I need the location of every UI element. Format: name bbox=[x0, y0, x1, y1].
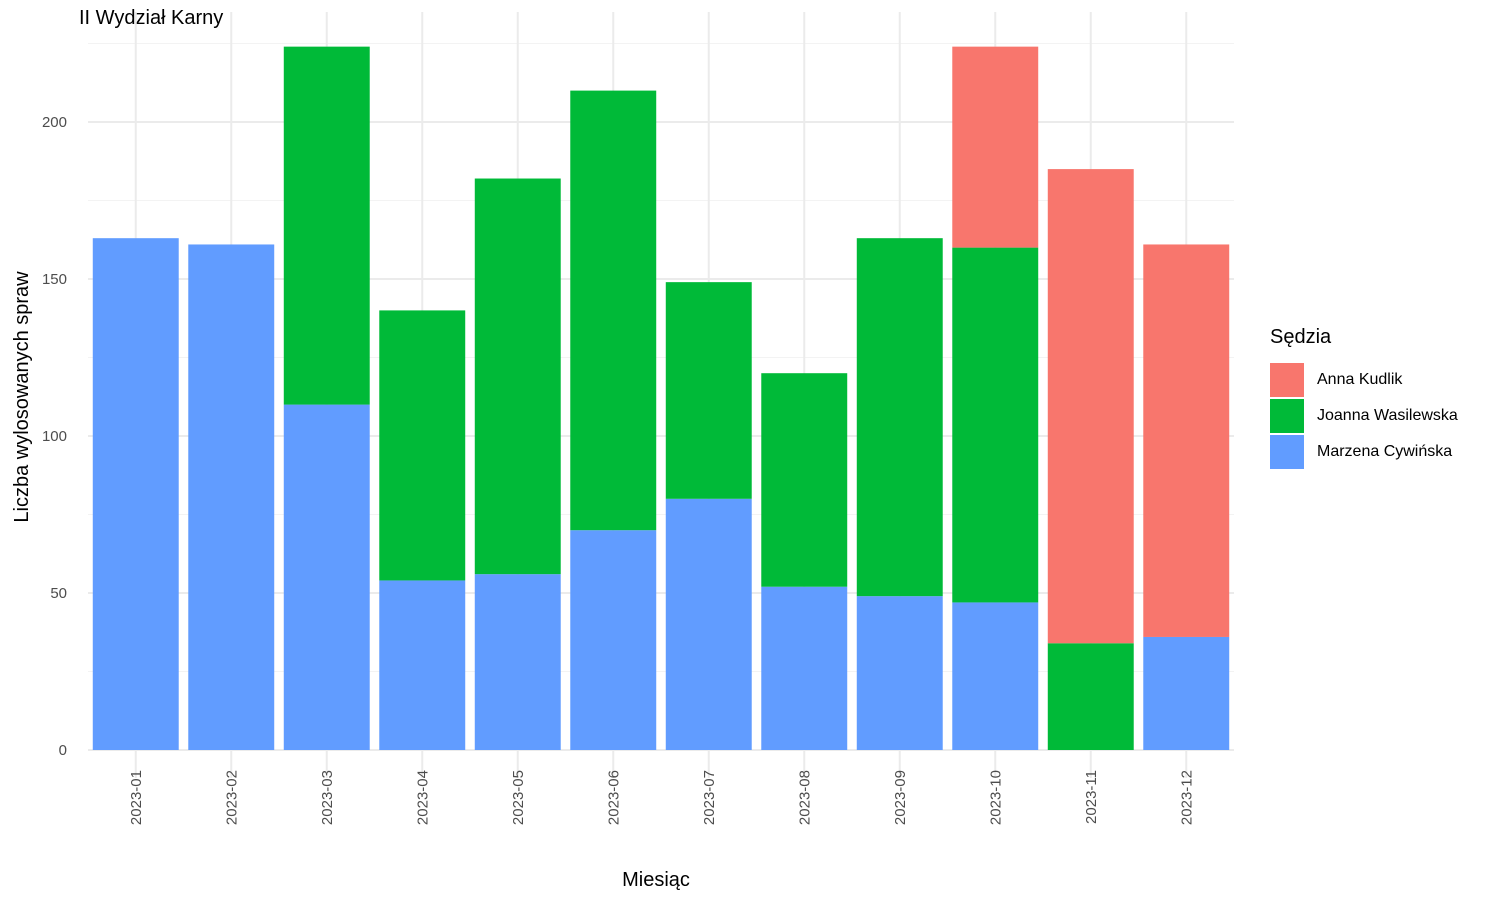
x-tick-label: 2023-11 bbox=[1083, 770, 1100, 824]
bar-2023-10-marzena-cywińska bbox=[952, 602, 1039, 750]
legend-item: Joanna Wasilewska bbox=[1270, 398, 1458, 434]
bar-2023-05-joanna-wasilewska bbox=[474, 178, 561, 575]
bar-2023-02-marzena-cywińska bbox=[188, 244, 275, 750]
bar-2023-10-joanna-wasilewska bbox=[952, 247, 1039, 603]
y-tick-label: 150 bbox=[42, 271, 67, 288]
bar-2023-06-joanna-wasilewska bbox=[570, 90, 657, 531]
bars bbox=[92, 46, 1230, 750]
bar-2023-11-anna-kudlik bbox=[1047, 169, 1134, 644]
x-tick-label: 2023-07 bbox=[701, 770, 718, 825]
y-tick-label: 100 bbox=[42, 428, 67, 445]
bar-2023-01-marzena-cywińska bbox=[92, 238, 179, 750]
bar-2023-04-joanna-wasilewska bbox=[379, 310, 466, 581]
x-tick-label: 2023-04 bbox=[414, 770, 431, 825]
legend-label: Joanna Wasilewska bbox=[1317, 407, 1458, 424]
y-tick-label: 200 bbox=[42, 114, 67, 131]
legend-item: Marzena Cywińska bbox=[1270, 434, 1458, 470]
bar-2023-09-joanna-wasilewska bbox=[856, 238, 943, 597]
x-tick-label: 2023-08 bbox=[796, 770, 813, 825]
bar-2023-10-anna-kudlik bbox=[952, 46, 1039, 248]
x-axis-ticks: 2023-01 2023-02 2023-03 2023-04 2023-05 2023-… bbox=[128, 770, 1196, 825]
bar-2023-12-marzena-cywińska bbox=[1143, 636, 1230, 750]
legend-swatch bbox=[1270, 399, 1304, 433]
bar-2023-05-marzena-cywińska bbox=[474, 574, 561, 750]
y-axis-title: Liczba wylosowanych spraw bbox=[11, 271, 33, 523]
bar-2023-06-marzena-cywińska bbox=[570, 530, 657, 750]
x-axis-title: Miesiąc bbox=[622, 869, 690, 891]
legend-items: Anna Kudlik Joanna Wasilewska Marzena Cywi… bbox=[1270, 362, 1458, 470]
legend-swatch bbox=[1270, 435, 1304, 469]
legend-label: Marzena Cywińska bbox=[1317, 443, 1453, 460]
y-tick-label: 0 bbox=[59, 742, 67, 759]
bar-2023-03-joanna-wasilewska bbox=[283, 46, 370, 405]
legend-title: Sędzia bbox=[1270, 326, 1332, 348]
bar-2023-07-marzena-cywińska bbox=[665, 498, 752, 750]
bar-2023-09-marzena-cywińska bbox=[856, 596, 943, 750]
bar-2023-03-marzena-cywińska bbox=[283, 404, 370, 750]
x-tick-label: 2023-10 bbox=[987, 770, 1004, 825]
legend-swatch bbox=[1270, 363, 1304, 397]
bar-2023-07-joanna-wasilewska bbox=[665, 282, 752, 499]
x-tick-label: 2023-05 bbox=[510, 770, 527, 825]
bar-2023-08-joanna-wasilewska bbox=[761, 373, 848, 587]
legend: Sędzia Anna Kudlik Joanna Wasilewska Marze… bbox=[1270, 326, 1458, 470]
x-tick-label: 2023-06 bbox=[605, 770, 622, 825]
legend-item: Anna Kudlik bbox=[1270, 362, 1458, 398]
x-tick-label: 2023-12 bbox=[1178, 770, 1195, 825]
x-tick-label: 2023-01 bbox=[128, 770, 145, 825]
bar-2023-08-marzena-cywińska bbox=[761, 586, 848, 750]
bar-2023-12-anna-kudlik bbox=[1143, 244, 1230, 637]
x-tick-label: 2023-09 bbox=[892, 770, 909, 825]
legend-label: Anna Kudlik bbox=[1317, 371, 1403, 388]
y-tick-label: 50 bbox=[50, 585, 67, 602]
y-axis-ticks: 0 50 100 150 200 bbox=[42, 114, 67, 759]
bar-2023-04-marzena-cywińska bbox=[379, 580, 466, 750]
x-tick-label: 2023-02 bbox=[223, 770, 240, 825]
chart-title: II Wydział Karny bbox=[79, 7, 224, 29]
x-tick-label: 2023-03 bbox=[319, 770, 336, 825]
bar-2023-11-joanna-wasilewska bbox=[1047, 643, 1134, 750]
